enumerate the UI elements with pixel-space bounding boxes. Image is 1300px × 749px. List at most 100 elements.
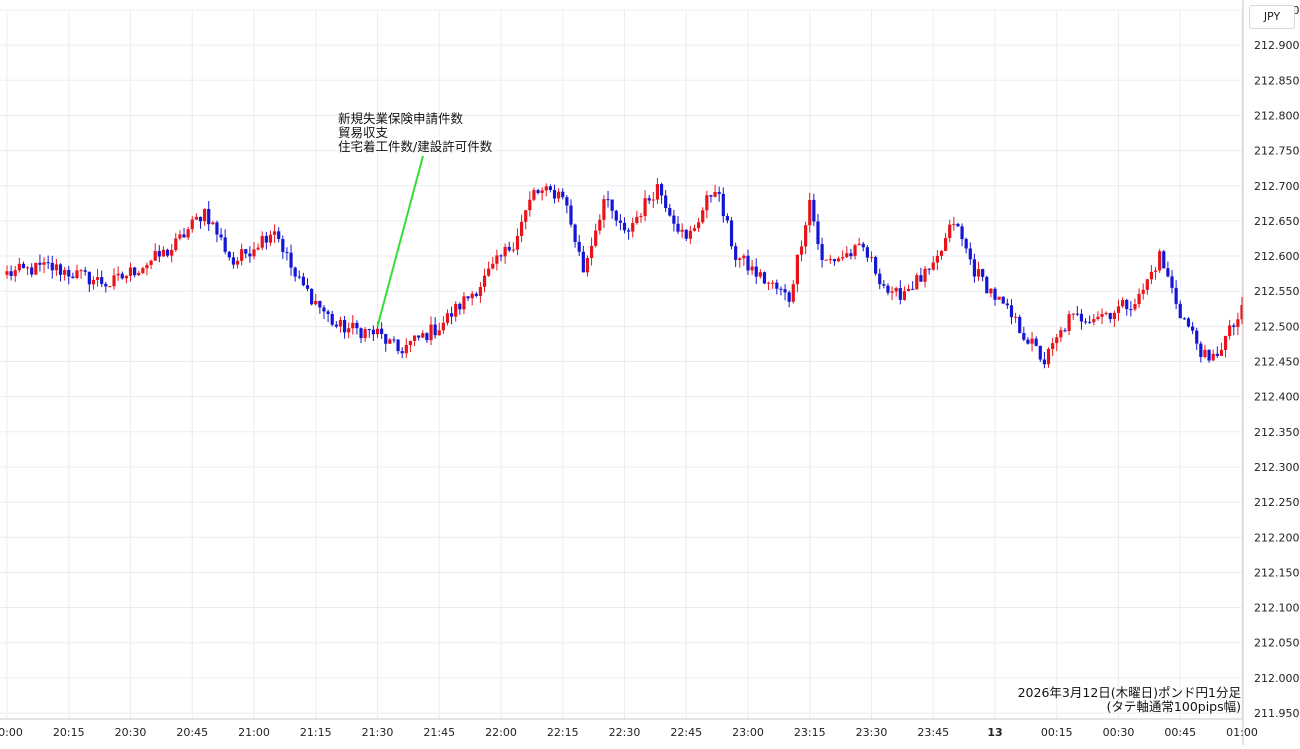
candle-body [268,234,273,243]
candle-body [836,258,841,262]
candle-body [133,267,137,276]
candle-body [404,344,408,354]
candle-body [771,282,775,284]
candle-body [1079,313,1084,322]
candle-body [931,262,935,270]
y-tick-label: 212.550 [1254,285,1300,298]
candle-body [454,303,458,317]
candle-body [639,215,643,217]
currency-label[interactable]: JPY [1249,5,1295,29]
candle-body [684,229,688,239]
candle-body [408,340,413,345]
candle-body [585,257,590,273]
candle-body [606,199,610,201]
candle-body [869,257,874,259]
candle-body [25,267,30,269]
candle-body [911,288,915,290]
candle-body [536,190,540,193]
candle-body [655,184,660,200]
y-tick-label: 212.100 [1254,602,1300,615]
candle-body [1026,339,1030,344]
candle-body [1034,338,1038,346]
candle-body [1042,359,1046,365]
candle-body [470,293,474,299]
candle-body [1215,353,1219,356]
candle-body [272,231,277,235]
candle-body [347,328,351,333]
candle-body [355,322,359,329]
candle-body [293,267,297,277]
candle-body [145,264,149,269]
candle-body [511,249,515,251]
candle-body [1133,304,1137,310]
candle-body [507,246,511,251]
candle-body [351,322,355,329]
candle-body [548,186,552,190]
candle-body [54,264,58,271]
candle-body [153,251,157,261]
candle-body [540,190,544,193]
candle-body [264,235,268,243]
candle-body [697,222,701,229]
candle-body [1141,289,1145,294]
candle-body [680,229,684,232]
candle-body [1145,279,1149,290]
candle-body [581,251,585,273]
y-tick-label: 211.950 [1254,707,1300,720]
candle-body [939,250,944,256]
candle-body [795,254,799,285]
candle-body [845,253,849,258]
candle-body [87,271,91,285]
candle-body [170,250,174,256]
x-tick-label: 00:45 [1164,726,1196,739]
x-tick-label: 22:00 [485,726,517,739]
y-tick-label: 212.250 [1254,496,1300,509]
candle-body [186,229,190,238]
info-line-2: (タテ軸通常100pips幅) [1106,699,1241,714]
candle-body [235,260,240,265]
candle-body [1104,313,1108,315]
candle-body [1125,299,1129,310]
candle-body [906,288,911,292]
candle-body [285,251,289,253]
candle-body [915,275,919,290]
x-tick-label: 13 [987,726,1002,739]
candle-body [392,339,396,341]
candle-body [482,275,487,287]
candle-body [9,271,13,276]
candle-body [919,275,923,282]
candle-body [589,245,594,258]
candle-body [198,216,203,222]
y-tick-label: 212.800 [1254,109,1300,122]
candle-body [976,269,981,277]
candle-body [13,270,17,276]
candle-body [1174,287,1178,304]
candle-body [902,291,907,300]
candle-body [923,268,927,282]
candle-body [190,219,194,230]
candle-body [808,199,812,226]
candle-body [791,284,795,302]
candle-body [478,286,483,296]
candle-body [441,322,445,331]
candle-body [1055,337,1059,344]
y-tick-label: 212.400 [1254,391,1300,404]
candle-body [861,243,865,248]
y-tick-label: 212.000 [1254,672,1300,685]
candle-body [1051,343,1055,349]
candle-body [1182,318,1186,320]
candle-body [67,270,71,277]
y-tick-label: 212.700 [1254,180,1300,193]
candle-body [981,269,985,277]
candle-body [865,247,869,258]
candle-body [812,199,816,222]
candle-body [203,208,207,222]
candle-body [1100,314,1104,317]
candle-body [1149,271,1154,280]
candle-body [1191,326,1195,331]
candle-body [75,270,79,279]
candle-body [676,223,680,232]
candle-body [425,333,429,341]
candle-body [750,266,754,271]
